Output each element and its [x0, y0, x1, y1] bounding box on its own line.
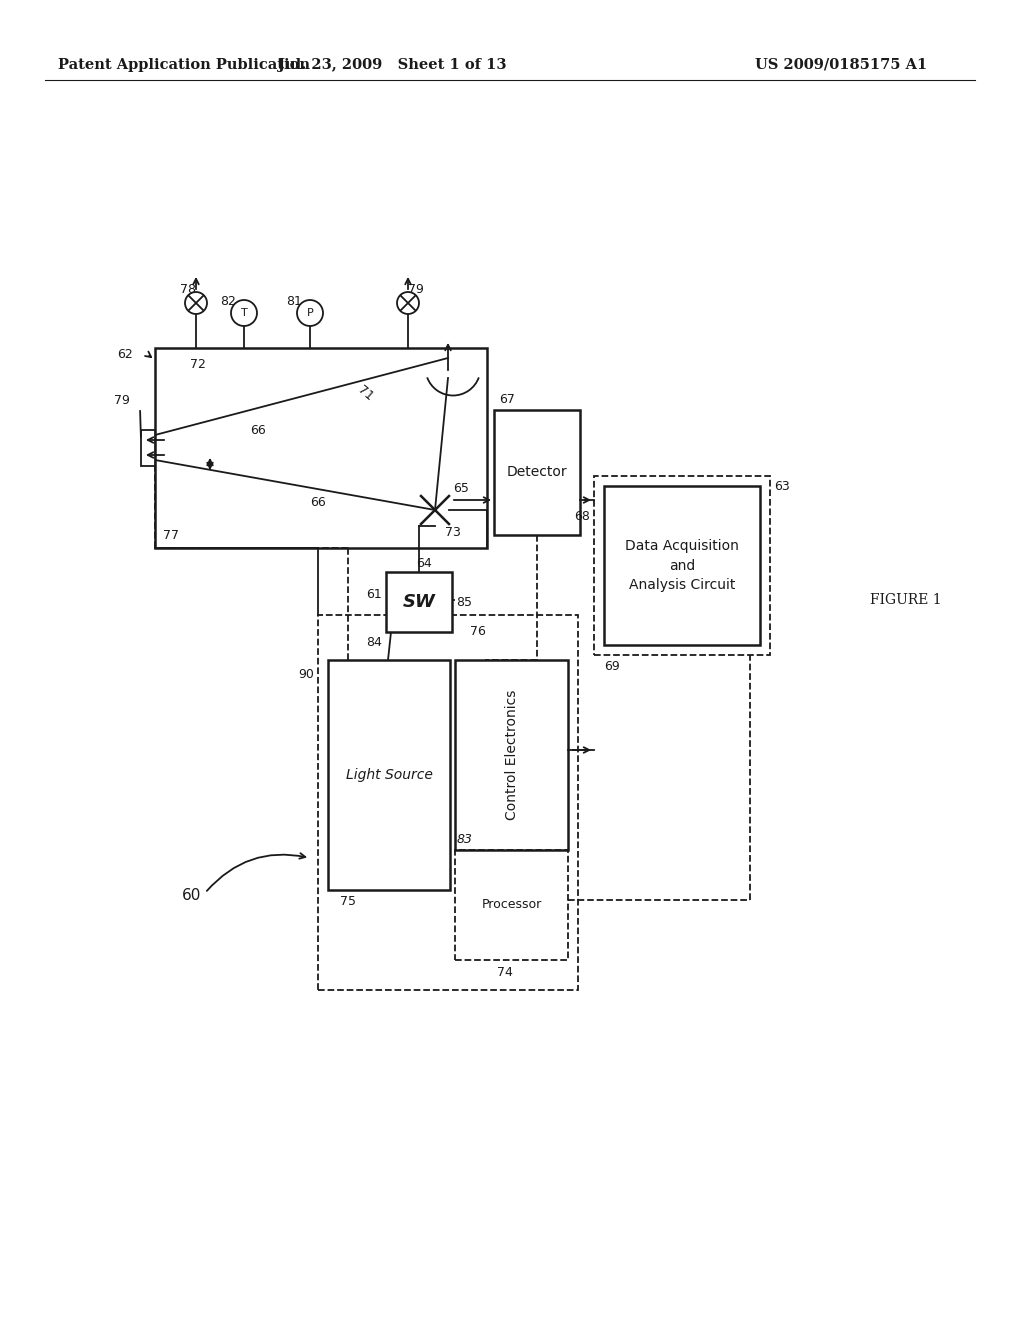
Circle shape — [185, 292, 207, 314]
Bar — [141, 430, 155, 466]
Text: 77: 77 — [163, 529, 179, 543]
Bar — [328, 660, 450, 890]
Text: SW: SW — [402, 593, 435, 611]
Text: Detector: Detector — [507, 466, 567, 479]
Text: P: P — [306, 308, 313, 318]
Text: 84: 84 — [367, 636, 382, 649]
Text: FIGURE 1: FIGURE 1 — [870, 593, 942, 607]
Text: 74: 74 — [497, 966, 513, 979]
Text: 79: 79 — [114, 393, 130, 407]
Text: 67: 67 — [499, 393, 515, 407]
Bar — [318, 615, 578, 990]
Text: 76: 76 — [470, 624, 485, 638]
Bar — [594, 477, 770, 655]
Text: 64: 64 — [416, 557, 432, 570]
Bar — [604, 486, 760, 645]
Text: 66: 66 — [250, 424, 266, 437]
Bar — [386, 572, 452, 632]
Text: 60: 60 — [182, 887, 202, 903]
Text: 68: 68 — [574, 510, 590, 523]
Text: 72: 72 — [190, 359, 206, 371]
Text: 62: 62 — [118, 347, 133, 360]
Text: T: T — [241, 308, 248, 318]
Circle shape — [231, 300, 257, 326]
Text: 81: 81 — [286, 294, 302, 308]
Text: 69: 69 — [604, 660, 620, 673]
Text: 65: 65 — [453, 482, 469, 495]
Text: Light Source: Light Source — [345, 768, 432, 781]
Bar — [494, 411, 580, 535]
Text: 66: 66 — [310, 495, 326, 508]
Circle shape — [397, 292, 419, 314]
Text: 82: 82 — [220, 294, 236, 308]
Text: Control Electronics: Control Electronics — [505, 690, 518, 820]
Circle shape — [297, 300, 323, 326]
Text: 85: 85 — [456, 595, 472, 609]
Text: 63: 63 — [774, 480, 790, 492]
Text: Data Acquisition
and
Analysis Circuit: Data Acquisition and Analysis Circuit — [625, 539, 739, 591]
Text: Patent Application Publication: Patent Application Publication — [58, 58, 310, 73]
Text: 90: 90 — [298, 668, 314, 681]
Bar — [155, 348, 487, 548]
Bar — [455, 850, 568, 960]
Text: 61: 61 — [367, 587, 382, 601]
Text: Processor: Processor — [481, 899, 542, 912]
Text: 73: 73 — [445, 525, 461, 539]
Text: 78: 78 — [180, 282, 196, 296]
Text: 79: 79 — [408, 282, 424, 296]
Text: 75: 75 — [340, 895, 356, 908]
Text: 83: 83 — [457, 833, 473, 846]
Text: 71: 71 — [355, 383, 376, 403]
Text: US 2009/0185175 A1: US 2009/0185175 A1 — [755, 58, 928, 73]
Bar — [455, 660, 568, 850]
Text: Jul. 23, 2009   Sheet 1 of 13: Jul. 23, 2009 Sheet 1 of 13 — [278, 58, 506, 73]
